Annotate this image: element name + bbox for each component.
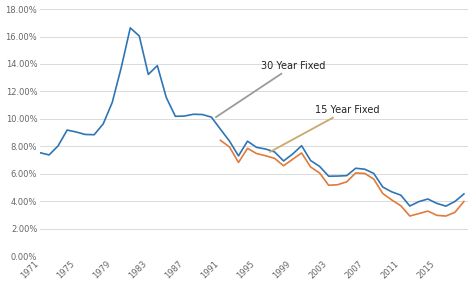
- Text: 15 Year Fixed: 15 Year Fixed: [270, 105, 380, 152]
- Text: 30 Year Fixed: 30 Year Fixed: [216, 61, 326, 117]
